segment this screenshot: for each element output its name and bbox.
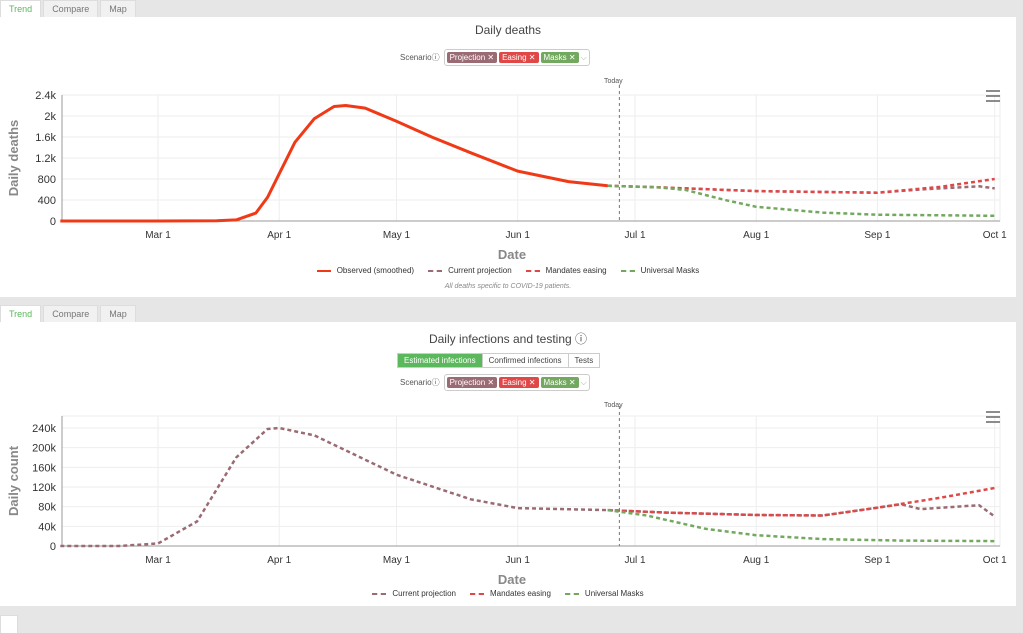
legend-item[interactable]: Mandates easing bbox=[469, 589, 551, 598]
chip-easing[interactable]: Easing ✕ bbox=[499, 377, 539, 388]
legend-item[interactable]: Universal Masks bbox=[620, 266, 700, 275]
y-tick-label: 0 bbox=[50, 216, 56, 228]
tab-trend[interactable] bbox=[0, 615, 18, 633]
x-tick-label: Aug 1 bbox=[743, 555, 770, 566]
legend-label: Universal Masks bbox=[584, 589, 644, 598]
chip-projection[interactable]: Projection ✕ bbox=[446, 52, 498, 63]
x-axis-title: Date bbox=[498, 572, 526, 587]
tab-trend[interactable]: Trend bbox=[0, 305, 42, 323]
legend-label: Observed (smoothed) bbox=[336, 266, 415, 275]
legend-item[interactable]: Current projection bbox=[372, 589, 456, 598]
legend-label: Current projection bbox=[448, 266, 512, 275]
chip-masks[interactable]: Masks ✕ bbox=[540, 377, 579, 388]
chip-masks[interactable]: Masks ✕ bbox=[540, 52, 579, 63]
legend-label: Universal Masks bbox=[640, 266, 700, 275]
deaths-panel: Daily deaths Scenario ⓘ Projection ✕ Eas… bbox=[0, 17, 1016, 297]
series-line-universal-masks bbox=[607, 508, 995, 543]
x-tick-label: Jul 1 bbox=[624, 555, 646, 566]
y-axis-title: Daily count bbox=[6, 445, 21, 516]
legend-label: Mandates easing bbox=[489, 589, 551, 598]
x-tick-label: Sep 1 bbox=[864, 555, 891, 566]
y-tick-label: 160k bbox=[32, 462, 56, 474]
x-tick-label: Mar 1 bbox=[145, 555, 171, 566]
scenario-select[interactable]: Scenario ⓘ Projection ✕ Easing ✕ Masks ✕… bbox=[400, 49, 590, 66]
x-tick-label: Oct 1 bbox=[983, 230, 1007, 241]
x-tick-label: Mar 1 bbox=[145, 230, 171, 241]
legend-item[interactable]: Current projection bbox=[428, 266, 512, 275]
series-line-observed-smoothed- bbox=[60, 104, 608, 223]
y-tick-label: 1.6k bbox=[35, 132, 56, 144]
series-line-mandates-easing bbox=[607, 177, 995, 194]
legend-item[interactable]: Observed (smoothed) bbox=[316, 266, 415, 275]
infection-type-toggle: Estimated infections Confirmed infection… bbox=[397, 353, 601, 368]
x-tick-label: Oct 1 bbox=[983, 555, 1007, 566]
y-tick-label: 0 bbox=[50, 541, 56, 553]
tab-map[interactable]: Map bbox=[100, 0, 136, 18]
y-tick-label: 800 bbox=[38, 174, 56, 186]
tests-button[interactable]: Tests bbox=[574, 356, 594, 365]
x-tick-label: Aug 1 bbox=[743, 230, 770, 241]
series-line-universal-masks bbox=[607, 184, 995, 218]
legend-swatch bbox=[620, 269, 635, 272]
x-tick-label: May 1 bbox=[383, 230, 411, 241]
confirmed-infections-button[interactable]: Confirmed infections bbox=[483, 354, 569, 367]
chip-projection[interactable]: Projection ✕ bbox=[446, 377, 498, 388]
chevron-down-icon[interactable]: ⌵ bbox=[580, 377, 587, 387]
today-label: Today bbox=[604, 78, 623, 85]
legend-swatch bbox=[372, 592, 387, 595]
y-tick-label: 80k bbox=[38, 502, 56, 514]
x-tick-label: Sep 1 bbox=[864, 230, 891, 241]
legend-swatch bbox=[525, 269, 540, 272]
chip-easing[interactable]: Easing ✕ bbox=[499, 52, 539, 63]
chart-title: Daily infections and testing ⓘ bbox=[428, 332, 588, 346]
y-tick-label: 2k bbox=[44, 111, 56, 123]
y-tick-label: 200k bbox=[32, 443, 56, 455]
legend: Current projection Mandates easing Univers… bbox=[0, 589, 1016, 598]
tab-map[interactable]: Map bbox=[100, 305, 136, 323]
chart-note: All deaths specific to COVID-19 patients… bbox=[444, 283, 572, 290]
legend: Observed (smoothed) Current projection Man… bbox=[0, 266, 1016, 275]
legend-swatch bbox=[564, 592, 579, 595]
tab-compare[interactable]: Compare bbox=[43, 0, 99, 18]
legend-item[interactable]: Universal Masks bbox=[564, 589, 644, 598]
y-tick-label: 40k bbox=[38, 521, 56, 533]
y-axis-title: Daily deaths bbox=[6, 120, 21, 197]
today-label: Today bbox=[604, 402, 623, 409]
x-tick-label: Jul 1 bbox=[624, 230, 646, 241]
y-tick-label: 400 bbox=[38, 195, 56, 207]
scenario-label: Scenario bbox=[400, 53, 432, 62]
scenario-label: Scenario bbox=[400, 378, 432, 387]
y-tick-label: 2.4k bbox=[35, 90, 56, 102]
x-axis-title: Date bbox=[498, 247, 526, 262]
tabs-middle: Trend Compare Map bbox=[0, 305, 138, 323]
legend-swatch bbox=[316, 269, 331, 272]
infections-panel: Daily infections and testing ⓘ Estimated… bbox=[0, 322, 1016, 606]
legend-item[interactable]: Mandates easing bbox=[525, 266, 607, 275]
chart-title: Daily deaths bbox=[474, 23, 542, 37]
chevron-down-icon[interactable]: ⌵ bbox=[580, 52, 587, 62]
x-tick-label: May 1 bbox=[383, 555, 411, 566]
legend-label: Current projection bbox=[392, 589, 456, 598]
y-tick-label: 240k bbox=[32, 423, 56, 435]
estimated-infections-button[interactable]: Estimated infections bbox=[398, 354, 483, 367]
tabs-top: Trend Compare Map bbox=[0, 0, 138, 18]
legend-swatch bbox=[428, 269, 443, 272]
deaths-chart: 0 400 800 1.2k 1.6k 2k 2.4k Mar 1 Apr 1 May 1 Jun … bbox=[6, 85, 1007, 262]
legend-label: Mandates easing bbox=[545, 266, 607, 275]
x-tick-label: Apr 1 bbox=[267, 555, 291, 566]
tabs-bottom bbox=[0, 615, 20, 633]
y-tick-label: 1.2k bbox=[35, 153, 56, 165]
tab-compare[interactable]: Compare bbox=[43, 305, 99, 323]
infections-chart: 0 40k 80k 120k 160k 200k 240k Mar 1 Apr 1 May 1 Ju… bbox=[6, 406, 1007, 587]
scenario-select[interactable]: Scenario ⓘ Projection ✕ Easing ✕ Masks ✕… bbox=[400, 374, 590, 391]
y-tick-label: 120k bbox=[32, 482, 56, 494]
series-line-mandates-easing bbox=[607, 486, 995, 517]
x-tick-label: Jun 1 bbox=[505, 555, 530, 566]
x-tick-label: Jun 1 bbox=[505, 230, 530, 241]
legend-swatch bbox=[469, 592, 484, 595]
tab-trend[interactable]: Trend bbox=[0, 0, 42, 18]
x-tick-label: Apr 1 bbox=[267, 230, 291, 241]
